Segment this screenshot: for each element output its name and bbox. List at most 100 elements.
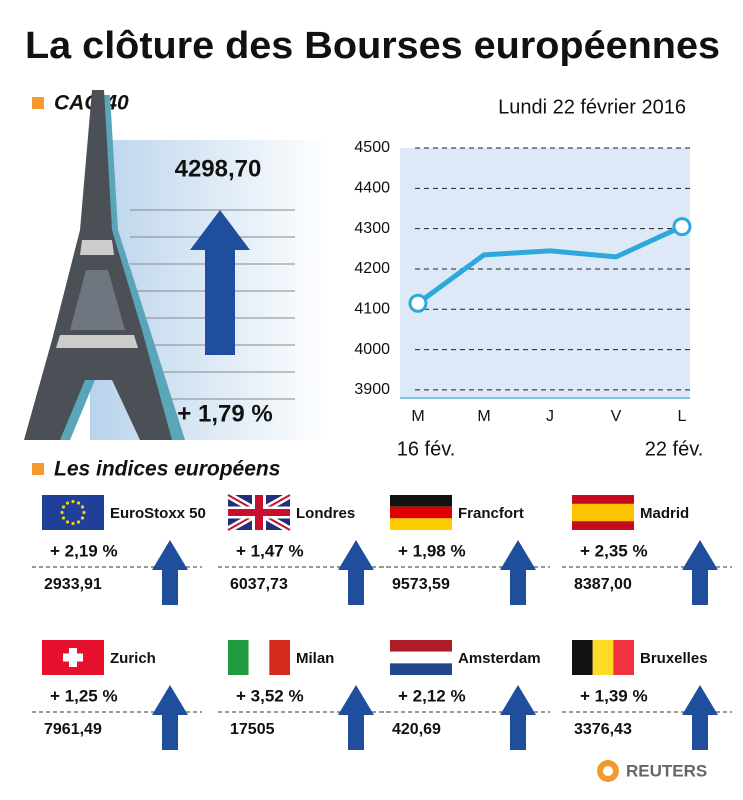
- y-tick-label: 4300: [354, 220, 390, 237]
- flag-part: [390, 518, 452, 530]
- index-name: Zurich: [110, 650, 156, 667]
- flag-star: [76, 501, 81, 505]
- up-arrow: [682, 685, 718, 750]
- index-change: + 1,47 %: [236, 541, 304, 560]
- index-card: Milan + 3,52 % 17505: [218, 640, 388, 750]
- x-tick-label: M: [477, 408, 490, 425]
- flag-part: [613, 640, 634, 675]
- bullet: [32, 463, 44, 475]
- index-close: 17505: [230, 721, 275, 738]
- index-card: Francfort + 1,98 % 9573,59: [380, 495, 550, 605]
- y-tick-label: 4500: [354, 139, 390, 156]
- index-change: + 2,12 %: [398, 686, 466, 705]
- index-close: 3376,43: [574, 721, 632, 738]
- index-change: + 2,35 %: [580, 541, 648, 560]
- section-label: Les indices européens: [54, 458, 280, 481]
- flag: [390, 640, 452, 675]
- index-change: + 1,98 %: [398, 541, 466, 560]
- end-marker: [408, 293, 428, 313]
- plot-area: [400, 148, 690, 398]
- up-arrow: [500, 685, 536, 750]
- x-tick-label: M: [411, 408, 424, 425]
- index-change: + 2,19 %: [50, 541, 118, 560]
- y-tick-label: 4000: [354, 341, 390, 358]
- index-name: Londres: [296, 505, 355, 522]
- end-marker: [672, 217, 692, 237]
- x-tick-label: J: [546, 408, 554, 425]
- cac-change: + 1,79 %: [177, 400, 272, 427]
- up-arrow: [152, 685, 188, 750]
- flag-star: [65, 520, 70, 524]
- flag-part: [248, 640, 270, 675]
- flag: [42, 640, 104, 675]
- index-close: 7961,49: [44, 721, 102, 738]
- index-card: Amsterdam + 2,12 % 420,69: [380, 640, 550, 750]
- flag: [390, 495, 452, 530]
- up-arrow: [500, 540, 536, 605]
- index-name: Amsterdam: [458, 650, 541, 667]
- flag-star: [61, 505, 66, 509]
- index-change: + 1,39 %: [580, 686, 648, 705]
- index-close: 8387,00: [574, 576, 632, 593]
- up-arrow: [190, 210, 250, 355]
- flag: [572, 495, 634, 530]
- index-card: EuroStoxx 50 + 2,19 % 2933,91: [32, 495, 206, 605]
- up-arrow: [338, 540, 374, 605]
- index-card: Zurich + 1,25 % 7961,49: [32, 640, 202, 750]
- flag: [228, 640, 290, 675]
- cac-close: 4298,70: [175, 155, 262, 182]
- flag-star: [71, 499, 75, 504]
- flag-part: [228, 640, 249, 675]
- y-tick-label: 4400: [354, 180, 390, 197]
- flag-part: [390, 651, 452, 664]
- flag-part: [63, 653, 83, 662]
- x-tick-label: V: [611, 408, 622, 425]
- index-card: Bruxelles + 1,39 % 3376,43: [562, 640, 732, 750]
- flag-part: [228, 509, 290, 516]
- series-line: [416, 224, 684, 306]
- flag-part: [592, 640, 614, 675]
- y-tick-label: 3900: [354, 381, 390, 398]
- up-arrow: [682, 540, 718, 605]
- flag-star: [65, 501, 70, 505]
- flag-star: [60, 510, 64, 515]
- up-arrow: [338, 685, 374, 750]
- reuters-logo: [597, 760, 619, 782]
- index-grid: EuroStoxx 50 + 2,19 % 2933,91 Londres + 1,47…: [32, 491, 732, 750]
- index-name: EuroStoxx 50: [110, 505, 206, 522]
- flag-part: [390, 495, 452, 507]
- index-name: Francfort: [458, 505, 524, 522]
- index-card: Londres + 1,47 % 6037,73: [218, 491, 388, 605]
- date: Lundi 22 février 2016: [498, 96, 686, 118]
- bullet: [32, 97, 44, 109]
- date-label: 22 fév.: [645, 438, 704, 460]
- source: REUTERS: [626, 761, 707, 780]
- y-tick-label: 4100: [354, 301, 390, 318]
- flag-part: [390, 506, 452, 519]
- index-change: + 3,52 %: [236, 686, 304, 705]
- line-chart: 3900 4000 4100 4200 4300 4400 4500 M 16 fév. M J V L…: [354, 139, 703, 460]
- flag: [226, 491, 292, 534]
- date-label: 16 fév.: [397, 438, 456, 460]
- flag-star: [80, 516, 85, 520]
- flag-star: [76, 520, 81, 524]
- flag-star: [82, 510, 86, 515]
- index-name: Madrid: [640, 505, 689, 522]
- eiffel-tower: [24, 90, 185, 440]
- index-name: Milan: [296, 650, 334, 667]
- flag-star: [80, 505, 85, 509]
- x-tick-label: L: [678, 408, 687, 425]
- index-close: 420,69: [392, 721, 441, 738]
- index-close: 9573,59: [392, 576, 450, 593]
- index-name: Bruxelles: [640, 650, 708, 667]
- flag-part: [390, 640, 452, 652]
- flag-star: [71, 521, 75, 526]
- index-card: Madrid + 2,35 % 8387,00: [562, 495, 732, 605]
- flag-star: [61, 516, 66, 520]
- y-tick-label: 4200: [354, 260, 390, 277]
- flag: [572, 640, 634, 675]
- index-close: 2933,91: [44, 576, 102, 593]
- flag-part: [390, 663, 452, 675]
- title: La clôture des Bourses européennes: [25, 25, 720, 67]
